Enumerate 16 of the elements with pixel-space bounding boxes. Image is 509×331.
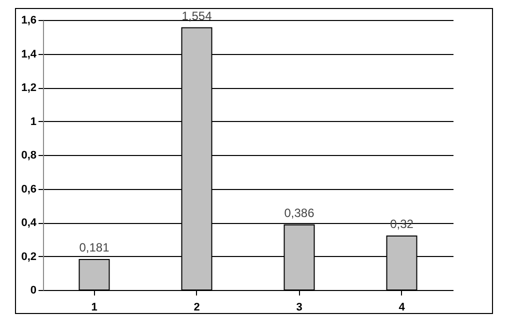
y-tick-label: 0,6 xyxy=(21,183,36,196)
y-tick-label: 1 xyxy=(30,116,36,128)
y-tick-label: 1,4 xyxy=(21,48,38,60)
x-tick-label: 4 xyxy=(398,302,406,314)
data-label: 0,386 xyxy=(284,206,315,220)
x-tick-label: 1 xyxy=(91,302,98,314)
data-label: 0,181 xyxy=(79,240,110,254)
x-tick-label: 3 xyxy=(296,302,302,314)
y-tick-label: 0 xyxy=(30,284,36,296)
y-tick-label: 1,2 xyxy=(21,82,36,94)
y-tick-label: 0,8 xyxy=(21,150,36,162)
data-label: 1,554 xyxy=(182,8,212,23)
y-tick-label: 0,4 xyxy=(21,217,38,229)
y-tick-label: 0,2 xyxy=(21,250,36,263)
y-tick-label: 1,6 xyxy=(21,14,36,26)
x-tick-label: 2 xyxy=(194,302,200,314)
